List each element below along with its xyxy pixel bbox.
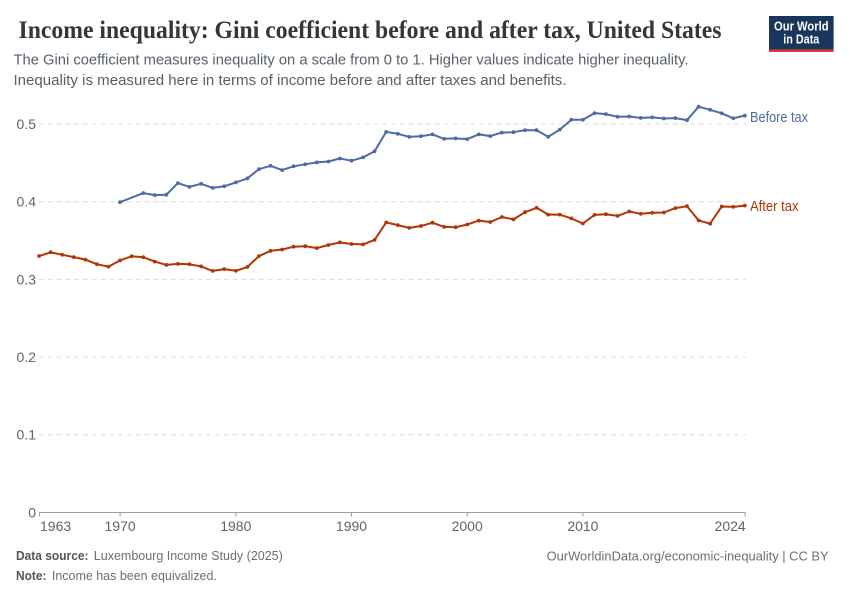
svg-text:The Gini coefficient measures: The Gini coefficient measures inequality… xyxy=(14,53,689,69)
svg-text:0.5: 0.5 xyxy=(17,116,37,132)
svg-text:2024: 2024 xyxy=(715,518,746,534)
svg-text:in Data: in Data xyxy=(783,32,820,46)
svg-text:0.2: 0.2 xyxy=(17,349,37,365)
svg-text:0.1: 0.1 xyxy=(17,427,37,443)
svg-text:Income has been equivalized.: Income has been equivalized. xyxy=(52,569,217,583)
svg-text:Note:: Note: xyxy=(16,569,47,583)
svg-text:1980: 1980 xyxy=(220,518,251,534)
svg-text:Data source:: Data source: xyxy=(16,549,89,563)
svg-text:1990: 1990 xyxy=(336,518,367,534)
svg-text:OurWorldinData.org/economic-in: OurWorldinData.org/economic-inequality |… xyxy=(547,548,829,563)
svg-text:Our World: Our World xyxy=(774,20,829,34)
svg-text:0.3: 0.3 xyxy=(17,271,37,287)
svg-text:1963: 1963 xyxy=(40,518,71,534)
svg-text:2000: 2000 xyxy=(452,518,483,534)
svg-text:Luxembourg Income Study (2025): Luxembourg Income Study (2025) xyxy=(94,549,283,563)
svg-text:0: 0 xyxy=(28,504,36,520)
svg-text:Before tax: Before tax xyxy=(750,110,809,126)
svg-text:After tax: After tax xyxy=(750,199,799,215)
svg-text:Income inequality: Gini coeffi: Income inequality: Gini coefficient befo… xyxy=(19,17,722,44)
svg-text:2010: 2010 xyxy=(567,518,598,534)
svg-text:1970: 1970 xyxy=(105,518,136,534)
svg-text:Inequality is measured here in: Inequality is measured here in terms of … xyxy=(14,73,567,89)
svg-text:0.4: 0.4 xyxy=(17,194,37,210)
